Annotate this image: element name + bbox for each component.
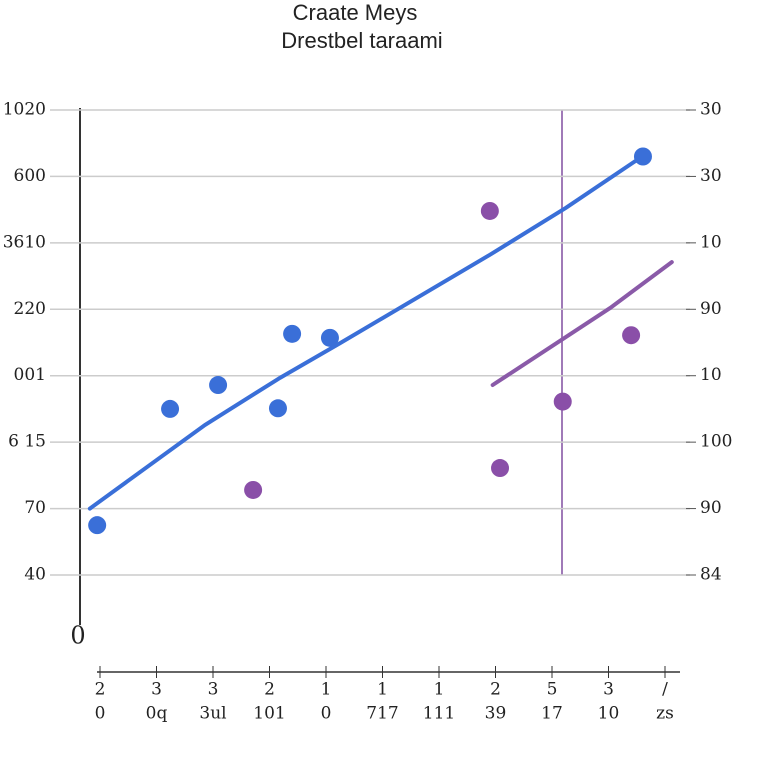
- y2-tick-label: 30: [700, 100, 722, 120]
- data-point: [320, 328, 339, 347]
- y-tick-label: 70: [24, 498, 46, 518]
- x-tick-label: /: [662, 680, 668, 700]
- x-tick-label: 111: [423, 704, 455, 724]
- data-point: [553, 392, 572, 411]
- x-tick-label: 1: [434, 680, 445, 700]
- x-tick-label: 5: [547, 680, 558, 700]
- y-tick-label: 1020: [3, 100, 46, 120]
- y-tick-label: 40: [24, 565, 46, 585]
- y-tick-label: 220: [14, 299, 46, 319]
- data-point: [283, 324, 302, 343]
- y2-tick-label: 90: [700, 299, 722, 319]
- x-tick-label: 2: [490, 680, 501, 700]
- y2-tick-label: 100: [700, 432, 732, 452]
- data-point: [268, 399, 287, 418]
- data-point: [244, 480, 263, 499]
- data-point: [480, 201, 499, 220]
- x-tick-label: 3: [603, 680, 614, 700]
- series-line: [87, 155, 643, 511]
- x-tick-label: 3ul: [199, 704, 226, 724]
- x-tick-label: 1: [377, 680, 388, 700]
- x-tick-label: 10: [598, 704, 620, 724]
- x-tick-label: 0q: [146, 704, 168, 724]
- data-point: [161, 399, 180, 418]
- data-point: [88, 516, 107, 535]
- y2-tick-label: 10: [700, 232, 722, 252]
- data-point: [633, 147, 652, 166]
- origin-label: 0: [70, 622, 85, 650]
- x-tick-label: 2: [264, 680, 275, 700]
- y2-tick-label: 84: [700, 565, 722, 585]
- x-tick-label: 3: [208, 680, 219, 700]
- data-point: [622, 326, 641, 345]
- x-tick-label: 0: [321, 704, 332, 724]
- y2-tick-label: 90: [700, 498, 722, 518]
- y-tick-label: 3610: [3, 232, 46, 252]
- chart-title: Craate Meys: [293, 0, 418, 25]
- x-tick-label: 2: [95, 680, 106, 700]
- y2-tick-label: 10: [700, 365, 722, 385]
- data-point: [209, 376, 228, 395]
- x-tick-label: 1: [321, 680, 332, 700]
- x-tick-label: 101: [253, 704, 285, 724]
- x-tick-label: 39: [485, 704, 507, 724]
- data-point: [491, 459, 510, 478]
- y2-tick-label: 30: [700, 166, 722, 186]
- chart-subtitle: Drestbel taraami: [281, 28, 442, 53]
- x-tick-label: 0: [95, 704, 106, 724]
- x-tick-label: 3: [151, 680, 162, 700]
- y-tick-label: 6 15: [8, 432, 46, 452]
- x-tick-label: 717: [366, 704, 398, 724]
- y-tick-label: 001: [14, 365, 46, 385]
- series-line: [490, 260, 674, 388]
- x-tick-label: zs: [656, 704, 674, 724]
- x-tick-label: 17: [541, 704, 563, 724]
- y-tick-label: 600: [14, 166, 46, 186]
